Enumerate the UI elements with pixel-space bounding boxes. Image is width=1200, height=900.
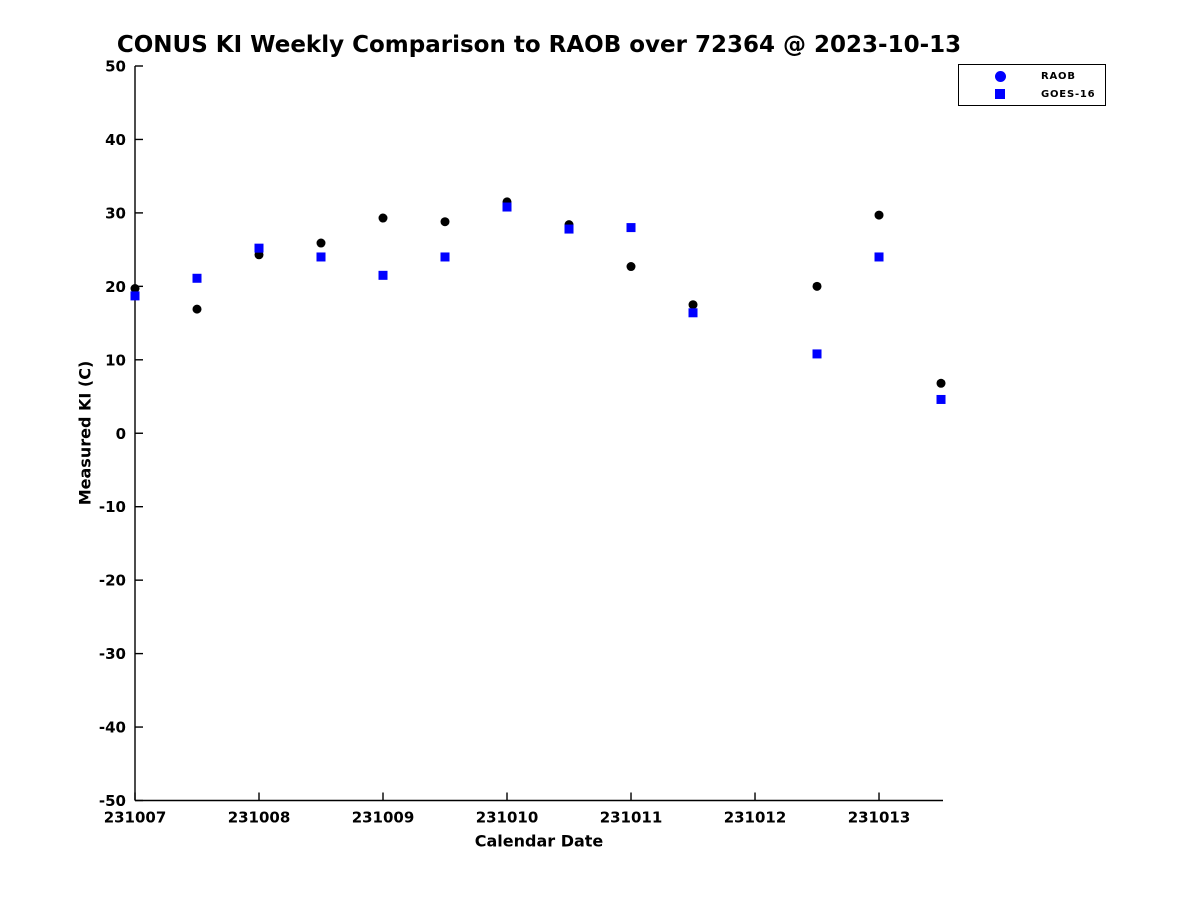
goes-16-data-point — [874, 252, 884, 262]
raob-circle-marker-icon — [994, 70, 1006, 82]
legend-item-raob[interactable]: RAOB — [959, 69, 1105, 84]
y-tick-label: 40 — [105, 131, 126, 149]
goes-16-data-point — [626, 223, 636, 233]
x-axis-title: Calendar Date — [474, 831, 604, 851]
x-tick-label: 231008 — [228, 809, 291, 827]
legend-label-raob: RAOB — [1041, 70, 1076, 82]
y-tick-label: -20 — [99, 572, 126, 590]
raob-data-point — [812, 281, 822, 291]
raob-data-point — [316, 238, 326, 248]
goes-16-data-point — [316, 252, 326, 262]
raob-data-point — [130, 284, 140, 294]
goes-16-data-point — [688, 308, 698, 318]
raob-data-point — [192, 304, 202, 314]
y-tick-label: 0 — [116, 425, 126, 443]
goes16-square-marker-icon — [995, 89, 1005, 99]
raob-data-point — [936, 378, 946, 388]
goes-16-data-point — [564, 224, 574, 234]
x-tick-label: 231007 — [104, 809, 167, 827]
legend-label-goes16: GOES-16 — [1041, 88, 1096, 100]
goes-16-data-point — [936, 394, 946, 404]
goes-16-data-point — [254, 243, 264, 253]
x-tick-label: 231012 — [724, 809, 787, 827]
legend[interactable]: RAOB GOES-16 — [958, 64, 1106, 106]
raob-data-point — [688, 300, 698, 310]
y-tick-label: -10 — [99, 498, 126, 516]
chart-title: CONUS KI Weekly Comparison to RAOB over … — [116, 32, 962, 58]
raob-data-point — [626, 262, 636, 272]
goes-16-data-point — [130, 291, 140, 301]
y-tick-label: -40 — [99, 719, 126, 737]
goes-16-data-point — [378, 270, 388, 280]
y-tick-label: 20 — [105, 278, 126, 296]
legend-item-goes16[interactable]: GOES-16 — [959, 87, 1105, 102]
y-tick-label: 50 — [105, 58, 126, 76]
goes-16-data-point — [502, 202, 512, 212]
x-tick-label: 231013 — [848, 809, 911, 827]
y-tick-label: -50 — [99, 792, 126, 810]
goes-16-data-point — [192, 273, 202, 283]
y-tick-label: 10 — [105, 351, 126, 369]
x-tick-label: 231011 — [600, 809, 663, 827]
goes-16-data-point — [812, 349, 822, 359]
y-tick-label: -30 — [99, 645, 126, 663]
goes-16-data-point — [440, 252, 450, 262]
raob-data-point — [440, 217, 450, 227]
x-tick-label: 231009 — [352, 809, 415, 827]
x-tick-label: 231010 — [476, 809, 539, 827]
raob-data-point — [378, 213, 388, 223]
y-tick-label: 30 — [105, 204, 126, 222]
raob-data-point — [874, 210, 884, 220]
